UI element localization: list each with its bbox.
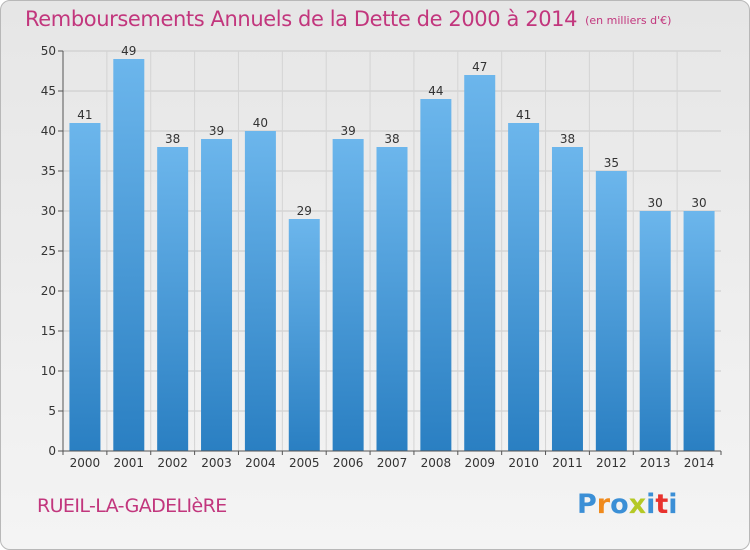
y-tick-label: 45 <box>41 84 56 98</box>
x-tick-label: 2014 <box>684 456 715 470</box>
y-tick-label: 40 <box>41 124 56 138</box>
chart-title: Remboursements Annuels de la Dette de 20… <box>25 7 671 31</box>
bar <box>420 99 452 451</box>
logo-letter: i <box>668 489 678 520</box>
bar <box>551 147 583 451</box>
y-tick-label: 5 <box>48 404 56 418</box>
bar <box>201 139 233 451</box>
x-tick-label: 2000 <box>70 456 101 470</box>
chart-title-text: Remboursements Annuels de la Dette de 20… <box>25 7 578 31</box>
y-tick-label: 10 <box>41 364 56 378</box>
bar-value-label: 40 <box>253 116 268 130</box>
bar <box>113 59 145 451</box>
bar <box>332 139 364 451</box>
bar-value-label: 39 <box>209 124 224 138</box>
bar-value-label: 38 <box>560 132 575 146</box>
x-tick-label: 2001 <box>114 456 145 470</box>
bar <box>639 211 671 451</box>
bar <box>288 219 320 451</box>
bar <box>244 131 276 451</box>
x-tick-label: 2012 <box>596 456 627 470</box>
bar-value-label: 47 <box>472 60 487 74</box>
commune-name: RUEIL-LA-GADELIèRE <box>37 495 227 517</box>
y-tick-label: 35 <box>41 164 56 178</box>
bar-value-label: 41 <box>516 108 531 122</box>
y-tick-label: 20 <box>41 284 56 298</box>
bar-value-label: 39 <box>340 124 355 138</box>
bar-value-label: 29 <box>297 204 312 218</box>
logo-letter: x <box>628 489 647 520</box>
x-tick-label: 2013 <box>640 456 671 470</box>
y-tick-label: 25 <box>41 244 56 258</box>
bar <box>595 171 627 451</box>
logo-letter: P <box>577 489 597 520</box>
y-tick-label: 15 <box>41 324 56 338</box>
bar <box>376 147 408 451</box>
bar <box>683 211 715 451</box>
bar-value-label: 38 <box>165 132 180 146</box>
bar-value-label: 38 <box>384 132 399 146</box>
logo-letter: o <box>610 489 629 520</box>
axes <box>58 50 722 455</box>
y-tick-label: 50 <box>41 44 56 58</box>
x-tick-label: 2006 <box>333 456 364 470</box>
bar-value-label: 30 <box>648 196 663 210</box>
y-tick-label: 30 <box>41 204 56 218</box>
x-tick-label: 2005 <box>289 456 320 470</box>
bar <box>508 123 540 451</box>
x-tick-label: 2008 <box>421 456 452 470</box>
labels: 0 5 10 15 20 25 30 35 40 45 50 41 2000 49 2001 38 2002 39… <box>41 44 715 470</box>
x-tick-label: 2004 <box>245 456 276 470</box>
x-tick-label: 2011 <box>552 456 583 470</box>
bars <box>69 59 715 451</box>
x-tick-label: 2003 <box>201 456 232 470</box>
bar-value-label: 35 <box>604 156 619 170</box>
bar-value-label: 41 <box>77 108 92 122</box>
y-tick-label: 0 <box>48 444 56 458</box>
logo-letter: r <box>596 489 611 520</box>
chart-unit: (en milliers d'€) <box>585 14 672 27</box>
bar-value-label: 44 <box>428 84 443 98</box>
x-tick-label: 2010 <box>508 456 539 470</box>
bar-value-label: 30 <box>691 196 706 210</box>
proxiti-logo[interactable]: Proxiti <box>577 489 678 520</box>
bar <box>157 147 189 451</box>
bar <box>69 123 101 451</box>
bar <box>464 75 496 451</box>
x-tick-label: 2002 <box>157 456 188 470</box>
x-tick-label: 2009 <box>464 456 495 470</box>
logo-letter: i <box>646 489 656 520</box>
bar-value-label: 49 <box>121 44 136 58</box>
logo-letter: t <box>655 489 669 520</box>
x-tick-label: 2007 <box>377 456 408 470</box>
